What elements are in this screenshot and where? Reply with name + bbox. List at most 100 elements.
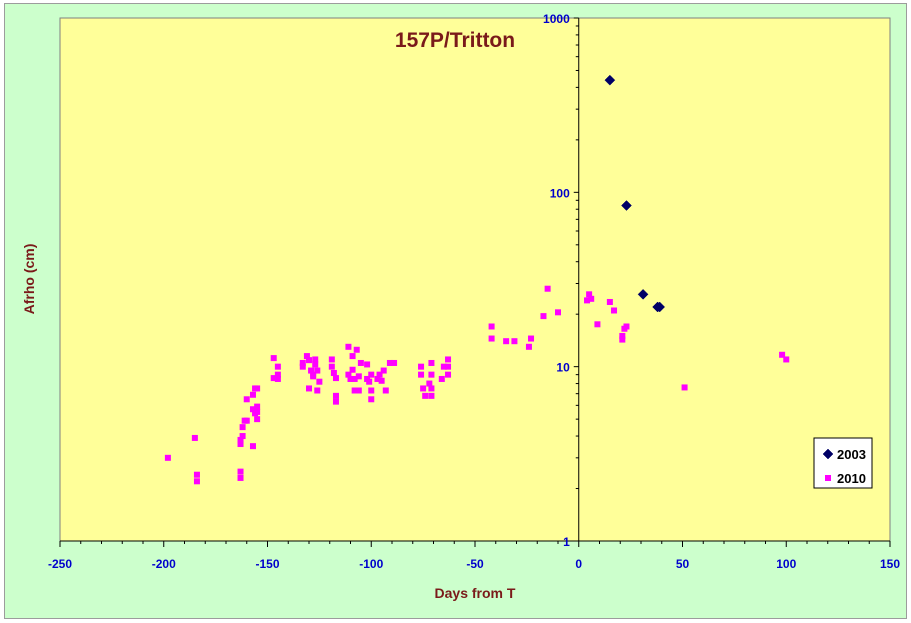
data-point-2003 bbox=[654, 301, 666, 313]
data-point-2003 bbox=[637, 288, 649, 300]
data-point-2003 bbox=[621, 200, 632, 211]
data-point-2010 bbox=[299, 359, 306, 366]
data-point-2010 bbox=[380, 367, 387, 374]
data-point-2010 bbox=[418, 371, 425, 378]
data-point-2010 bbox=[619, 336, 626, 343]
data-point-2010 bbox=[368, 396, 375, 403]
legend-marker-2003 bbox=[822, 448, 834, 460]
data-point-2010 bbox=[428, 392, 435, 399]
data-point-2010 bbox=[345, 371, 352, 378]
x-tick-label: 150 bbox=[880, 557, 900, 571]
data-point-2010 bbox=[332, 375, 339, 382]
data-point-2010 bbox=[310, 373, 317, 380]
x-tick-label: -50 bbox=[466, 557, 484, 571]
data-point-2010 bbox=[619, 332, 626, 339]
data-point-2010 bbox=[445, 363, 452, 370]
data-point-2010 bbox=[351, 375, 358, 382]
data-point-2010 bbox=[254, 403, 261, 410]
data-point-2010 bbox=[330, 369, 337, 376]
x-tick-label: -250 bbox=[48, 557, 72, 571]
data-point-2010 bbox=[355, 373, 362, 380]
chart-title: 157P/Tritton bbox=[395, 29, 515, 52]
data-point-2010 bbox=[378, 377, 385, 384]
data-point-2010 bbox=[243, 396, 250, 403]
data-point-2010 bbox=[366, 378, 373, 385]
data-point-2010 bbox=[779, 351, 786, 358]
y-tick-label: 1 bbox=[563, 535, 570, 549]
data-point-2010 bbox=[249, 443, 256, 450]
data-point-2010 bbox=[368, 387, 375, 394]
data-point-2010 bbox=[299, 363, 306, 370]
data-point-2010 bbox=[586, 291, 593, 298]
data-point-2010 bbox=[254, 416, 261, 423]
data-point-2010 bbox=[426, 380, 433, 387]
data-point-2010 bbox=[420, 385, 427, 392]
data-point-2010 bbox=[347, 375, 354, 382]
data-point-2010 bbox=[428, 385, 435, 392]
y-tick-label: 10 bbox=[556, 361, 570, 375]
data-point-2010 bbox=[511, 338, 518, 345]
plot-area bbox=[59, 17, 891, 542]
data-point-2010 bbox=[312, 361, 319, 368]
data-point-2010 bbox=[353, 346, 360, 353]
x-tick-label: 100 bbox=[776, 557, 796, 571]
data-point-2010 bbox=[332, 398, 339, 405]
data-point-2010 bbox=[239, 433, 246, 440]
data-point-2010 bbox=[382, 387, 389, 394]
series-2010 bbox=[164, 285, 790, 485]
data-point-2010 bbox=[270, 355, 277, 362]
data-point-2010 bbox=[191, 434, 198, 441]
data-point-2010 bbox=[254, 385, 261, 392]
data-point-2010 bbox=[270, 375, 277, 382]
data-point-2010 bbox=[422, 392, 429, 399]
data-point-2010 bbox=[445, 356, 452, 363]
data-point-2010 bbox=[306, 385, 312, 392]
data-point-2010 bbox=[540, 313, 547, 320]
data-point-2010 bbox=[193, 478, 200, 485]
x-tick-label: -200 bbox=[152, 557, 176, 571]
y-tick-label: 100 bbox=[550, 186, 570, 200]
data-point-2010 bbox=[303, 353, 310, 360]
axes: -250 -200 -150 -100 -50 0 50 100 150 1 10 100 1000 bbox=[48, 12, 900, 571]
data-point-2010 bbox=[611, 307, 618, 314]
data-point-2010 bbox=[440, 363, 447, 370]
data-point-2010 bbox=[274, 375, 281, 382]
data-point-2010 bbox=[488, 323, 495, 330]
data-point-2010 bbox=[594, 321, 601, 328]
data-point-2010 bbox=[351, 387, 358, 394]
data-point-2010 bbox=[237, 441, 244, 448]
data-point-2010 bbox=[249, 391, 256, 398]
data-point-2010 bbox=[193, 471, 200, 478]
data-point-2010 bbox=[254, 408, 261, 415]
data-point-2010 bbox=[544, 285, 551, 292]
data-point-2010 bbox=[445, 371, 452, 378]
data-point-2010 bbox=[783, 356, 790, 363]
y-tick-label: 1000 bbox=[543, 12, 570, 26]
data-point-2010 bbox=[391, 359, 398, 366]
series-2003 bbox=[604, 74, 666, 313]
y-axis-title: Afrho (cm) bbox=[21, 244, 37, 315]
data-point-2010 bbox=[164, 454, 171, 461]
data-point-2010 bbox=[386, 359, 393, 366]
data-point-2010 bbox=[349, 366, 356, 373]
data-points bbox=[164, 74, 790, 485]
data-point-2010 bbox=[374, 375, 381, 382]
legend-box bbox=[813, 437, 873, 489]
data-point-2010 bbox=[376, 371, 383, 378]
data-point-2010 bbox=[308, 367, 315, 374]
data-point-2010 bbox=[274, 363, 281, 370]
data-point-2010 bbox=[555, 309, 561, 316]
data-point-2010 bbox=[237, 474, 244, 481]
data-point-2010 bbox=[364, 361, 371, 368]
data-point-2010 bbox=[239, 424, 246, 431]
x-tick-label: 0 bbox=[575, 557, 582, 571]
data-point-2010 bbox=[623, 323, 630, 330]
data-point-2010 bbox=[428, 359, 435, 366]
data-point-2010 bbox=[349, 353, 356, 360]
x-tick-label: -100 bbox=[359, 557, 383, 571]
legend: 2003 2010 bbox=[813, 437, 873, 489]
data-point-2010 bbox=[438, 375, 445, 382]
data-point-2010 bbox=[314, 367, 321, 374]
legend-label-2010: 2010 bbox=[837, 471, 866, 486]
